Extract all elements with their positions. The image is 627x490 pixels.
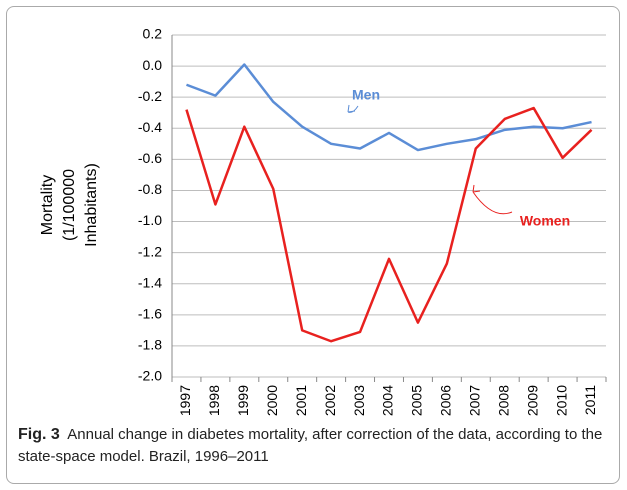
annotation-arrow <box>347 104 359 113</box>
x-tick-label: 2001 <box>293 385 309 416</box>
x-tick-label: 2007 <box>467 385 483 416</box>
series-label: Men <box>352 87 380 103</box>
y-tick-label: 0.0 <box>143 57 163 73</box>
y-tick-label: -1.0 <box>138 212 162 228</box>
y-tick-label: -0.6 <box>138 150 162 166</box>
y-tick-label: -1.8 <box>138 337 162 353</box>
chart: 0.2 0.0 -0.2 -0.4 -0.6 -0.8 -1.0 -1.2 -1.4 -1.6 -1… <box>39 26 607 416</box>
series-line <box>186 63 592 152</box>
y-tick-label: -2.0 <box>138 368 162 384</box>
y-axis-label: (1/100000 <box>61 169 78 241</box>
x-tick-label: 2003 <box>351 385 367 416</box>
x-tick-label: 1999 <box>235 385 251 416</box>
caption-text: Annual change in diabetes mortality, aft… <box>18 426 603 465</box>
x-tick-label: 2010 <box>553 385 569 416</box>
x-tick-label: 2008 <box>495 385 511 416</box>
x-tick-label: 2005 <box>409 385 425 416</box>
annotation-arrow <box>472 184 513 215</box>
y-tick-label: -1.2 <box>138 243 162 259</box>
y-axis-label: Inhabitants) <box>83 163 100 247</box>
caption: Fig. 3 Annual change in diabetes mortali… <box>18 424 613 468</box>
x-tick-label: 2000 <box>264 385 280 416</box>
y-tick-label: -1.6 <box>138 306 162 322</box>
y-axis-label: Mortality <box>39 175 56 235</box>
series-line <box>185 106 593 343</box>
frame <box>6 6 620 484</box>
y-tick-label: -0.4 <box>138 119 162 135</box>
x-tick-label: 2002 <box>322 385 338 416</box>
x-tick-label: 1997 <box>177 385 193 416</box>
y-tick-label: -0.8 <box>138 181 162 197</box>
series-label: Women <box>520 213 570 229</box>
x-tick-label: 2011 <box>582 385 598 415</box>
x-tick-label: 2006 <box>438 385 454 416</box>
y-tick-label: -0.2 <box>138 88 162 104</box>
x-tick-label: 2004 <box>380 385 396 416</box>
caption-label: Fig. 3 <box>18 426 60 443</box>
y-tick-label: 0.2 <box>143 26 163 42</box>
y-tick-label: -1.4 <box>138 274 162 290</box>
x-tick-label: 1998 <box>206 385 222 416</box>
x-tick-label: 2009 <box>524 385 540 416</box>
